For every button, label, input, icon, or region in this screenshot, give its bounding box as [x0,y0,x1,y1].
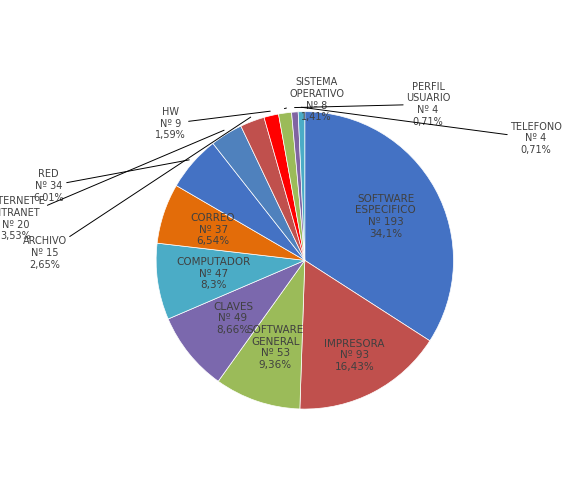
Text: INTERNET E
INTRANET
Nº 20
3,53%: INTERNET E INTRANET Nº 20 3,53% [0,130,224,241]
Wedge shape [292,112,305,260]
Wedge shape [241,117,305,260]
Text: HW
Nº 9
1,59%: HW Nº 9 1,59% [155,107,270,140]
Text: SOFTWARE
GENERAL
Nº 53
9,36%: SOFTWARE GENERAL Nº 53 9,36% [246,325,304,370]
Wedge shape [156,243,305,319]
Wedge shape [305,111,454,341]
Wedge shape [218,260,305,409]
Text: COMPUTADOR
Nº 47
8,3%: COMPUTADOR Nº 47 8,3% [176,257,251,290]
Text: SOFTWARE
ESPECIFICO
Nº 193
34,1%: SOFTWARE ESPECIFICO Nº 193 34,1% [355,194,416,239]
Text: TELEFONO
Nº 4
0,71%: TELEFONO Nº 4 0,71% [301,107,562,155]
Text: ARCHIVO
Nº 15
2,65%: ARCHIVO Nº 15 2,65% [23,117,251,270]
Text: RED
Nº 34
6,01%: RED Nº 34 6,01% [33,160,189,203]
Text: CLAVES
Nº 49
8,66%: CLAVES Nº 49 8,66% [213,301,253,335]
Text: IMPRESORA
Nº 93
16,43%: IMPRESORA Nº 93 16,43% [324,339,385,372]
Wedge shape [168,260,305,381]
Text: PERFIL
USUARIO
Nº 4
0,71%: PERFIL USUARIO Nº 4 0,71% [294,82,450,127]
Text: CORREO
Nº 37
6,54%: CORREO Nº 37 6,54% [191,213,236,246]
Wedge shape [157,186,305,260]
Wedge shape [176,143,305,260]
Wedge shape [300,260,430,409]
Wedge shape [298,111,305,260]
Wedge shape [213,126,305,260]
Text: SISTEMA
OPERATIVO
Nº 8
1,41%: SISTEMA OPERATIVO Nº 8 1,41% [284,78,344,122]
Wedge shape [264,114,305,260]
Wedge shape [279,112,305,260]
